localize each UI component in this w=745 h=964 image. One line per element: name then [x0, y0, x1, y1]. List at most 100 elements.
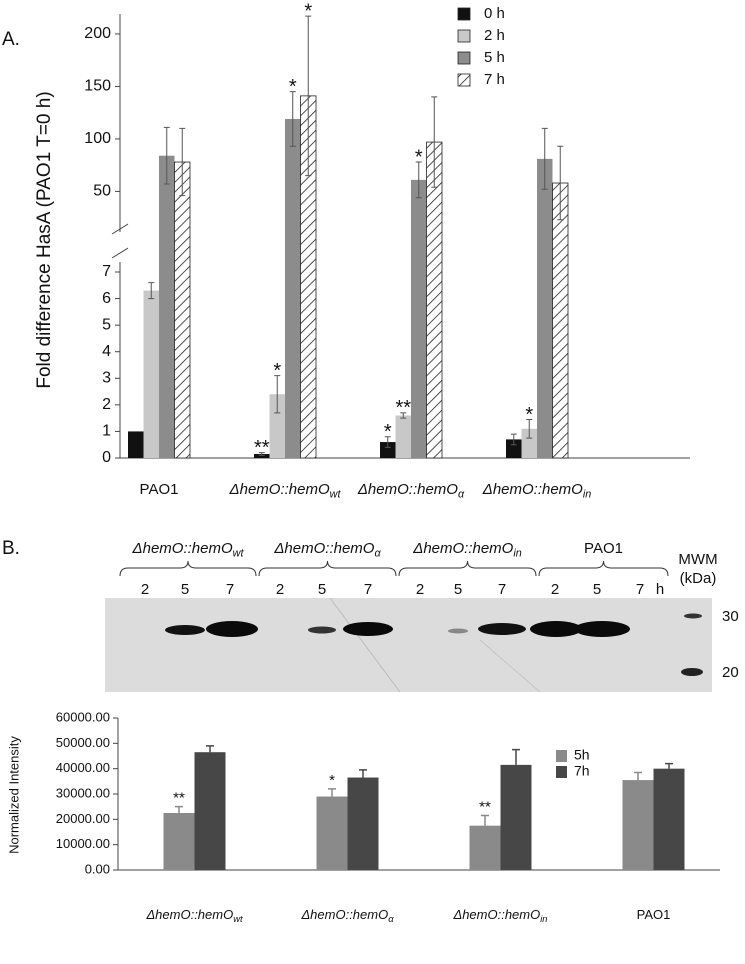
category-label: ΔhemO::hemOin — [412, 540, 522, 559]
category-label: PAO1 — [584, 540, 623, 557]
bracket — [258, 560, 397, 577]
y-tick-label: 50000.00 — [56, 735, 110, 750]
error-bar — [665, 762, 673, 769]
label-subscript: α — [388, 914, 394, 924]
y-tick-label: 0.00 — [85, 861, 110, 876]
error-bar — [179, 127, 186, 197]
label-subscript: in — [583, 488, 591, 500]
y-tick-label: 10000.00 — [56, 836, 110, 851]
label-text: PAO1 — [637, 907, 671, 922]
legend-swatch — [556, 766, 567, 778]
axis-break — [111, 247, 129, 259]
label-subscript: in — [540, 914, 547, 924]
label-text: ΔhemO::hemO — [482, 481, 583, 498]
legend-swatch — [457, 7, 471, 21]
y-tick-label: 200 — [84, 25, 111, 42]
category-label: PAO1 — [637, 907, 671, 922]
legend-swatch — [556, 750, 567, 762]
label-subscript: α — [458, 488, 465, 500]
error-bar — [258, 452, 265, 456]
lane-unit: h — [656, 581, 664, 598]
lane-label: 5 — [454, 581, 462, 598]
lane-label: 5 — [181, 581, 189, 598]
significance: ** — [479, 799, 491, 816]
axis-break — [111, 223, 129, 235]
bar — [269, 394, 285, 458]
legend-swatch — [457, 29, 471, 43]
bar — [622, 780, 654, 870]
error-bar — [163, 126, 170, 185]
legend-label: 0 h — [484, 5, 505, 22]
bar — [347, 777, 379, 870]
bar — [254, 454, 270, 458]
label-text: PAO1 — [140, 481, 179, 498]
y-tick-label: 100 — [84, 130, 111, 147]
panel-label: A. — [2, 29, 20, 50]
bar — [194, 752, 226, 870]
panel-label: B. — [2, 538, 20, 559]
error-bar — [206, 745, 214, 753]
y-tick-label: 0 — [102, 449, 111, 466]
category-label: ΔhemO::hemOα — [357, 481, 465, 500]
significance: * — [304, 0, 312, 22]
bracket — [538, 560, 669, 577]
bar — [316, 796, 348, 870]
category-label: ΔhemO::hemOin — [482, 481, 592, 500]
lane-label: 7 — [498, 581, 506, 598]
marker-title: MWM — [678, 551, 717, 568]
label-text: ΔhemO::hemO — [132, 540, 233, 557]
y-axis-label: Fold difference HasA (PAO1 T=0 h) — [34, 91, 55, 388]
y-tick-label: 4 — [102, 343, 111, 360]
label-text: ΔhemO::hemO — [273, 540, 374, 557]
bar — [174, 161, 191, 459]
category-label: ΔhemO::hemOα — [273, 540, 381, 559]
error-bar — [274, 375, 281, 414]
label-text: ΔhemO::hemO — [300, 907, 388, 922]
bar — [426, 141, 443, 459]
label-text: ΔhemO::hemO — [452, 907, 540, 922]
label-subscript: wt — [330, 488, 342, 500]
significance: * — [384, 421, 392, 443]
significance: ** — [254, 437, 270, 459]
category-label: ΔhemO::hemOα — [300, 907, 394, 924]
marker-size: 30 — [722, 608, 739, 625]
bar — [128, 431, 144, 458]
error-bar — [541, 127, 548, 190]
bar — [411, 179, 427, 458]
lane-label: 5 — [318, 581, 326, 598]
category-label: ΔhemO::hemOwt — [229, 481, 342, 500]
y-tick-label: 6 — [102, 290, 111, 307]
significance: ** — [395, 397, 411, 419]
bar — [653, 768, 685, 870]
bar — [469, 825, 501, 870]
label-subscript: wt — [233, 914, 243, 924]
legend-label: 2 h — [484, 27, 505, 44]
bracket — [119, 560, 257, 577]
significance: * — [289, 76, 297, 98]
legend-label: 5h — [574, 747, 590, 763]
marker-unit: (kDa) — [680, 570, 717, 587]
legend-swatch — [457, 73, 471, 87]
legend-label: 7 h — [484, 71, 505, 88]
bar — [500, 764, 532, 870]
error-bar — [175, 805, 183, 813]
bar — [521, 428, 537, 458]
y-tick-label: 40000.00 — [56, 760, 110, 775]
label-text: ΔhemO::hemO — [412, 540, 513, 557]
label-text: ΔhemO::hemO — [229, 481, 330, 498]
lane-label: 2 — [276, 581, 284, 598]
error-bar — [510, 433, 517, 446]
y-tick-label: 60000.00 — [56, 709, 110, 724]
error-bar — [431, 96, 438, 188]
y-tick-label: 30000.00 — [56, 785, 110, 800]
lane-label: 2 — [416, 581, 424, 598]
error-bar — [289, 91, 296, 147]
y-tick-label: 7 — [102, 263, 111, 280]
lane-label: 5 — [593, 581, 601, 598]
y-tick-label: 5 — [102, 316, 111, 333]
bar — [537, 158, 553, 459]
error-bar — [415, 161, 422, 199]
legend-label: 5 h — [484, 49, 505, 66]
error-bar — [384, 436, 391, 448]
error-bar — [328, 788, 336, 797]
